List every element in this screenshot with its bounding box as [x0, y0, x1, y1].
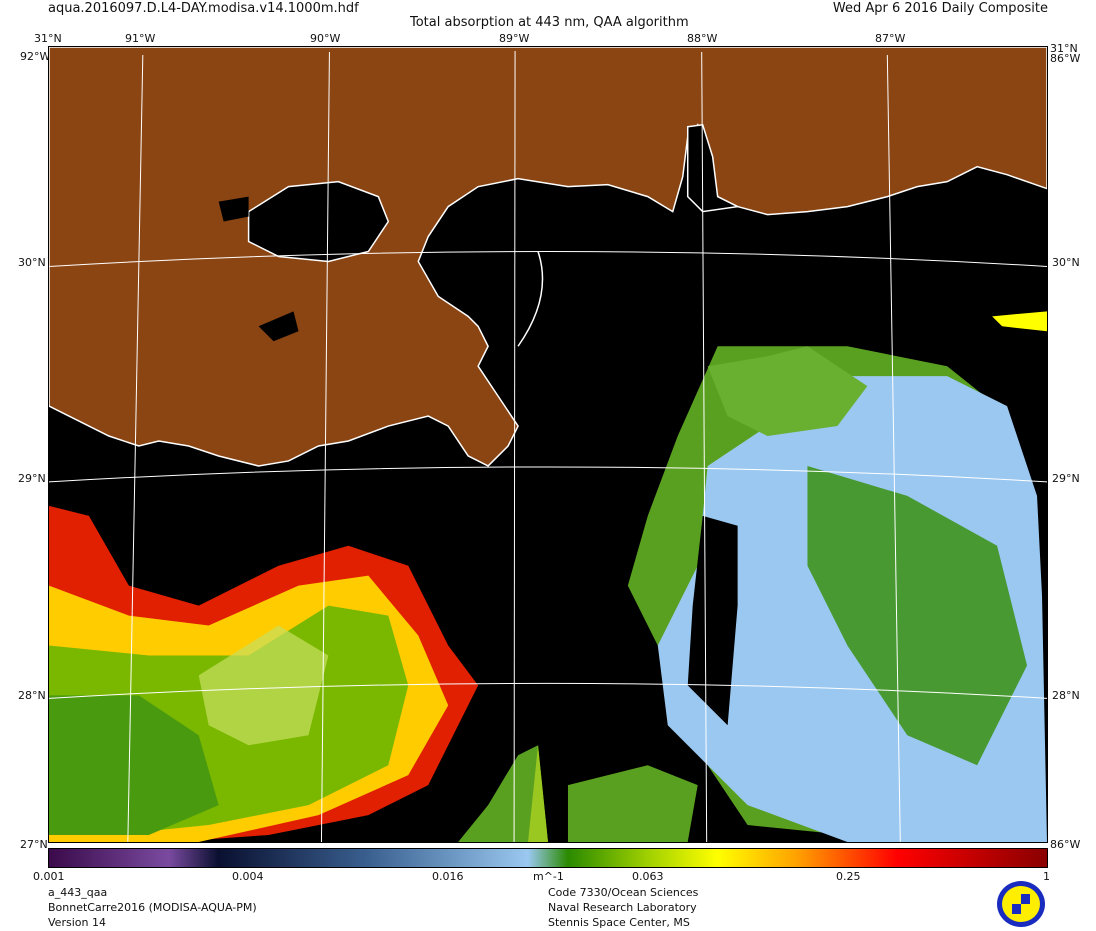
lat-line-30n	[49, 250, 1047, 267]
graticule	[49, 50, 1047, 842]
lat-label-28n-right: 28°N	[1052, 689, 1080, 702]
product-name: a_443_qaa	[48, 886, 108, 899]
version-label: Version 14	[48, 916, 106, 929]
lon-line-87w	[886, 54, 901, 842]
lon-line-90w	[320, 51, 330, 842]
corner-lat-bottom-left: 27°N	[20, 838, 48, 851]
map-title: Total absorption at 443 nm, QAA algorith…	[410, 15, 689, 30]
lake-maurepas	[218, 196, 249, 222]
lake-pontchartrain	[247, 180, 390, 263]
date-label: Wed Apr 6 2016 Daily Composite	[832, 1, 1048, 16]
colorbar-tick-0.25: 0.25	[836, 870, 861, 883]
lat-label-30n-left: 30°N	[18, 256, 46, 269]
ocean-color-west	[49, 505, 479, 842]
filename: aqua.2016097.D.L4-DAY.modisa.v14.1000m.h…	[48, 1, 359, 16]
colorbar-tick-1: 1	[1043, 870, 1050, 883]
lon-label-88w: 88°W	[687, 32, 718, 45]
colorbar-tick-0.063: 0.063	[632, 870, 664, 883]
colorbar-tick-0.004: 0.004	[232, 870, 264, 883]
chandeleur-islands	[517, 251, 544, 347]
lon-label-89w: 89°W	[499, 32, 530, 45]
colorbar-unit: m^-1	[533, 870, 564, 883]
project-name: BonnetCarre2016 (MODISA-AQUA-PM)	[48, 901, 257, 914]
colorbar-tick-0.016: 0.016	[432, 870, 464, 883]
nrl-seal-logo	[997, 881, 1045, 927]
lon-label-87w: 87°W	[875, 32, 906, 45]
corner-lat-top-left: 31°N	[34, 32, 62, 45]
org-location: Stennis Space Center, MS	[548, 916, 690, 929]
lat-line-28n	[49, 682, 1047, 699]
corner-lat-top-right: 31°N	[1050, 42, 1078, 55]
mobile-bay	[686, 123, 741, 213]
corner-lon-left: 92°W	[20, 50, 51, 63]
org-name: Naval Research Laboratory	[548, 901, 697, 914]
colorbar	[48, 848, 1048, 868]
lon-label-91w: 91°W	[125, 32, 156, 45]
absorption-map	[48, 46, 1048, 843]
lat-label-30n-right: 30°N	[1052, 256, 1080, 269]
lat-label-28n-left: 28°N	[18, 689, 46, 702]
lon-line-88w	[701, 51, 708, 842]
lat-label-29n-left: 29°N	[18, 472, 46, 485]
lat-line-29n	[49, 466, 1047, 483]
corner-lon-right: 86°W	[1050, 52, 1081, 65]
colorbar-tick-0.001: 0.001	[33, 870, 65, 883]
lon-line-89w	[513, 50, 516, 842]
land-area	[49, 47, 1047, 467]
lon-line-91w	[127, 54, 144, 842]
lon-label-90w: 90°W	[310, 32, 341, 45]
org-code: Code 7330/Ocean Sciences	[548, 886, 699, 899]
ocean-color-east	[458, 311, 1047, 842]
lake-small	[258, 311, 299, 342]
lat-label-29n-right: 29°N	[1052, 472, 1080, 485]
corner-lon-bottom-right: 86°W	[1050, 838, 1081, 851]
